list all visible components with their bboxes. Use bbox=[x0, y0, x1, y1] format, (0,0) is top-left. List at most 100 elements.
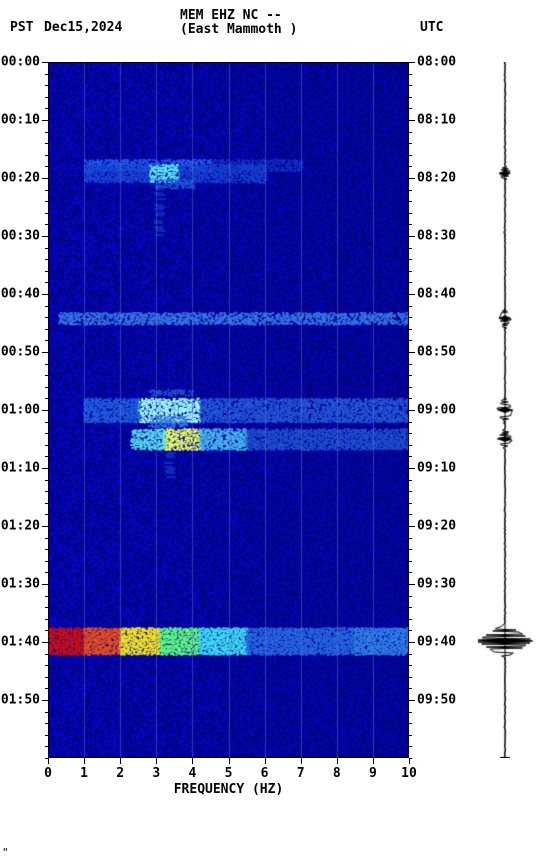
seismogram-spectrogram: PST Dec15,2024 MEM EHZ NC -- (East Mammo… bbox=[0, 0, 552, 864]
y-major-tick bbox=[409, 236, 415, 237]
x-tick bbox=[48, 758, 49, 764]
y-major-tick bbox=[409, 526, 415, 527]
y-minor-tick bbox=[45, 259, 48, 260]
y-major-tick bbox=[409, 294, 415, 295]
y-label-utc: 08:50 bbox=[417, 345, 456, 360]
y-minor-tick bbox=[45, 364, 48, 365]
y-minor-tick bbox=[45, 282, 48, 283]
y-minor-tick bbox=[45, 387, 48, 388]
tz-left: PST bbox=[10, 20, 33, 35]
spectrogram-canvas bbox=[48, 62, 409, 758]
y-major-tick bbox=[409, 468, 415, 469]
y-label-utc: 08:40 bbox=[417, 287, 456, 302]
y-major-tick bbox=[42, 584, 48, 585]
y-minor-tick bbox=[45, 85, 48, 86]
y-minor-tick bbox=[409, 491, 412, 492]
y-label-pst: 00:10 bbox=[1, 113, 40, 128]
y-minor-tick bbox=[45, 538, 48, 539]
y-major-tick bbox=[409, 62, 415, 63]
x-tick bbox=[337, 758, 338, 764]
y-minor-tick bbox=[409, 456, 412, 457]
y-minor-tick bbox=[409, 364, 412, 365]
x-tick-label: 6 bbox=[261, 766, 269, 781]
y-minor-tick bbox=[45, 456, 48, 457]
y-minor-tick bbox=[45, 712, 48, 713]
y-label-pst: 00:00 bbox=[1, 55, 40, 70]
y-label-pst: 01:00 bbox=[1, 403, 40, 418]
x-axis-title: FREQUENCY (HZ) bbox=[174, 782, 284, 797]
y-minor-tick bbox=[409, 74, 412, 75]
y-minor-tick bbox=[45, 398, 48, 399]
y-minor-tick bbox=[409, 108, 412, 109]
y-minor-tick bbox=[45, 201, 48, 202]
y-minor-tick bbox=[45, 480, 48, 481]
y-minor-tick bbox=[45, 143, 48, 144]
y-minor-tick bbox=[409, 619, 412, 620]
y-minor-tick bbox=[409, 340, 412, 341]
y-minor-tick bbox=[409, 306, 412, 307]
y-label-utc: 09:20 bbox=[417, 519, 456, 534]
x-tick-label: 7 bbox=[297, 766, 305, 781]
y-major-tick bbox=[42, 352, 48, 353]
y-minor-tick bbox=[409, 398, 412, 399]
y-minor-tick bbox=[409, 480, 412, 481]
y-minor-tick bbox=[45, 155, 48, 156]
y-label-utc: 09:00 bbox=[417, 403, 456, 418]
y-minor-tick bbox=[45, 665, 48, 666]
y-minor-tick bbox=[409, 213, 412, 214]
y-label-utc: 09:50 bbox=[417, 693, 456, 708]
y-minor-tick bbox=[45, 433, 48, 434]
y-minor-tick bbox=[409, 224, 412, 225]
y-label-pst: 00:20 bbox=[1, 171, 40, 186]
y-major-tick bbox=[42, 178, 48, 179]
y-minor-tick bbox=[409, 259, 412, 260]
y-minor-tick bbox=[45, 271, 48, 272]
y-label-pst: 00:50 bbox=[1, 345, 40, 360]
y-minor-tick bbox=[45, 572, 48, 573]
y-minor-tick bbox=[409, 85, 412, 86]
x-tick bbox=[229, 758, 230, 764]
y-major-tick bbox=[409, 352, 415, 353]
y-major-tick bbox=[42, 410, 48, 411]
x-tick bbox=[84, 758, 85, 764]
x-tick-label: 0 bbox=[44, 766, 52, 781]
y-label-utc: 08:00 bbox=[417, 55, 456, 70]
y-minor-tick bbox=[45, 213, 48, 214]
time-axis-pst: 00:0000:1000:2000:3000:4000:5001:0001:10… bbox=[0, 62, 48, 758]
y-minor-tick bbox=[45, 74, 48, 75]
y-minor-tick bbox=[409, 712, 412, 713]
y-label-pst: 00:30 bbox=[1, 229, 40, 244]
x-tick-label: 1 bbox=[80, 766, 88, 781]
y-minor-tick bbox=[45, 329, 48, 330]
x-tick-label: 5 bbox=[225, 766, 233, 781]
y-minor-tick bbox=[409, 445, 412, 446]
x-tick bbox=[265, 758, 266, 764]
y-minor-tick bbox=[45, 248, 48, 249]
y-minor-tick bbox=[45, 132, 48, 133]
y-minor-tick bbox=[45, 503, 48, 504]
x-tick-label: 8 bbox=[333, 766, 341, 781]
y-minor-tick bbox=[45, 549, 48, 550]
y-major-tick bbox=[42, 642, 48, 643]
x-tick-label: 3 bbox=[152, 766, 160, 781]
y-minor-tick bbox=[45, 677, 48, 678]
x-tick bbox=[301, 758, 302, 764]
y-major-tick bbox=[409, 642, 415, 643]
y-minor-tick bbox=[45, 317, 48, 318]
y-minor-tick bbox=[409, 166, 412, 167]
y-minor-tick bbox=[409, 132, 412, 133]
y-major-tick bbox=[42, 700, 48, 701]
y-minor-tick bbox=[409, 677, 412, 678]
footer-mark: " bbox=[2, 846, 9, 859]
y-minor-tick bbox=[45, 630, 48, 631]
x-tick-label: 4 bbox=[188, 766, 196, 781]
y-minor-tick bbox=[409, 630, 412, 631]
y-major-tick bbox=[409, 700, 415, 701]
y-minor-tick bbox=[409, 549, 412, 550]
y-minor-tick bbox=[45, 375, 48, 376]
y-major-tick bbox=[42, 294, 48, 295]
time-axis-utc: 08:0008:1008:2008:3008:4008:5009:0009:10… bbox=[409, 62, 459, 758]
y-label-utc: 09:30 bbox=[417, 577, 456, 592]
y-minor-tick bbox=[409, 735, 412, 736]
y-minor-tick bbox=[45, 340, 48, 341]
